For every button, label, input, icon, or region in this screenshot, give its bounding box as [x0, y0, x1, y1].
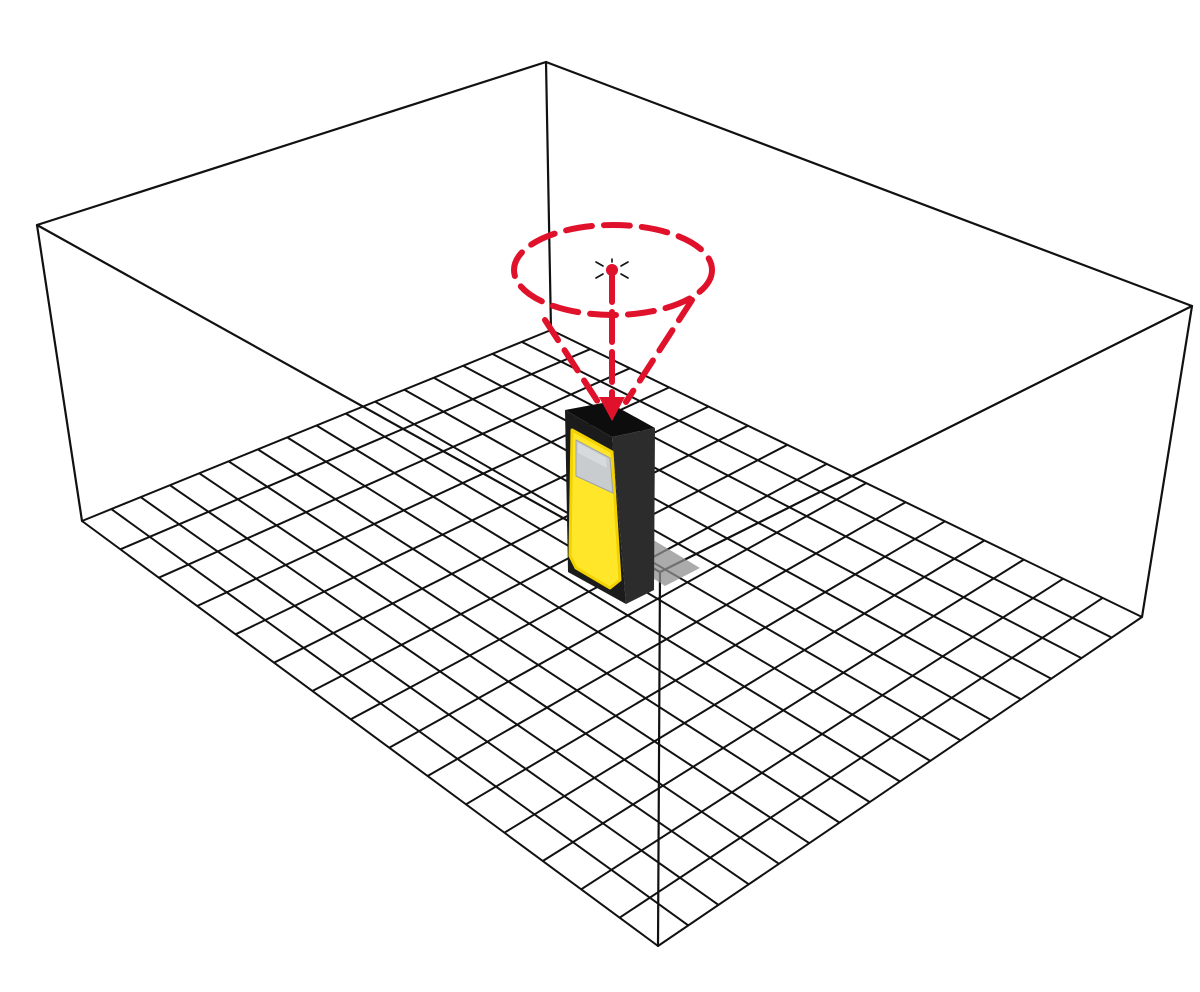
- floor-grid-line: [110, 508, 689, 927]
- floor-grid-line: [521, 341, 1113, 639]
- floor-grid-line: [403, 388, 992, 721]
- left-corner-post: [35, 223, 84, 523]
- floor-grid-line: [257, 448, 841, 824]
- floor-grid-line: [81, 520, 659, 947]
- floor-grid-line: [169, 484, 750, 886]
- beam-cone-left: [542, 317, 601, 405]
- laser-beam: [511, 222, 715, 405]
- downward-arrow-icon: [599, 397, 625, 421]
- ceiling-target-icon: [595, 258, 629, 279]
- beam-cone-right: [623, 297, 695, 405]
- floor-grid-line: [286, 436, 871, 803]
- room-back-frame: [544, 60, 553, 332]
- floor-grid-line: [550, 329, 1143, 618]
- laser-distance-meter: [565, 402, 655, 604]
- floor-grid-line: [491, 353, 1082, 659]
- floor-grid-line: [140, 496, 720, 906]
- device-side: [612, 428, 655, 604]
- front-corner-post: [656, 570, 662, 948]
- floor-grid-line: [198, 472, 780, 865]
- back-corner-post: [544, 60, 553, 332]
- right-corner-post: [1140, 304, 1194, 619]
- floor-grid-line: [315, 424, 901, 783]
- room-frame: [35, 60, 1194, 948]
- floor-grid-line: [228, 460, 810, 845]
- device-screen-highlight: [578, 443, 607, 468]
- device-top: [565, 402, 655, 437]
